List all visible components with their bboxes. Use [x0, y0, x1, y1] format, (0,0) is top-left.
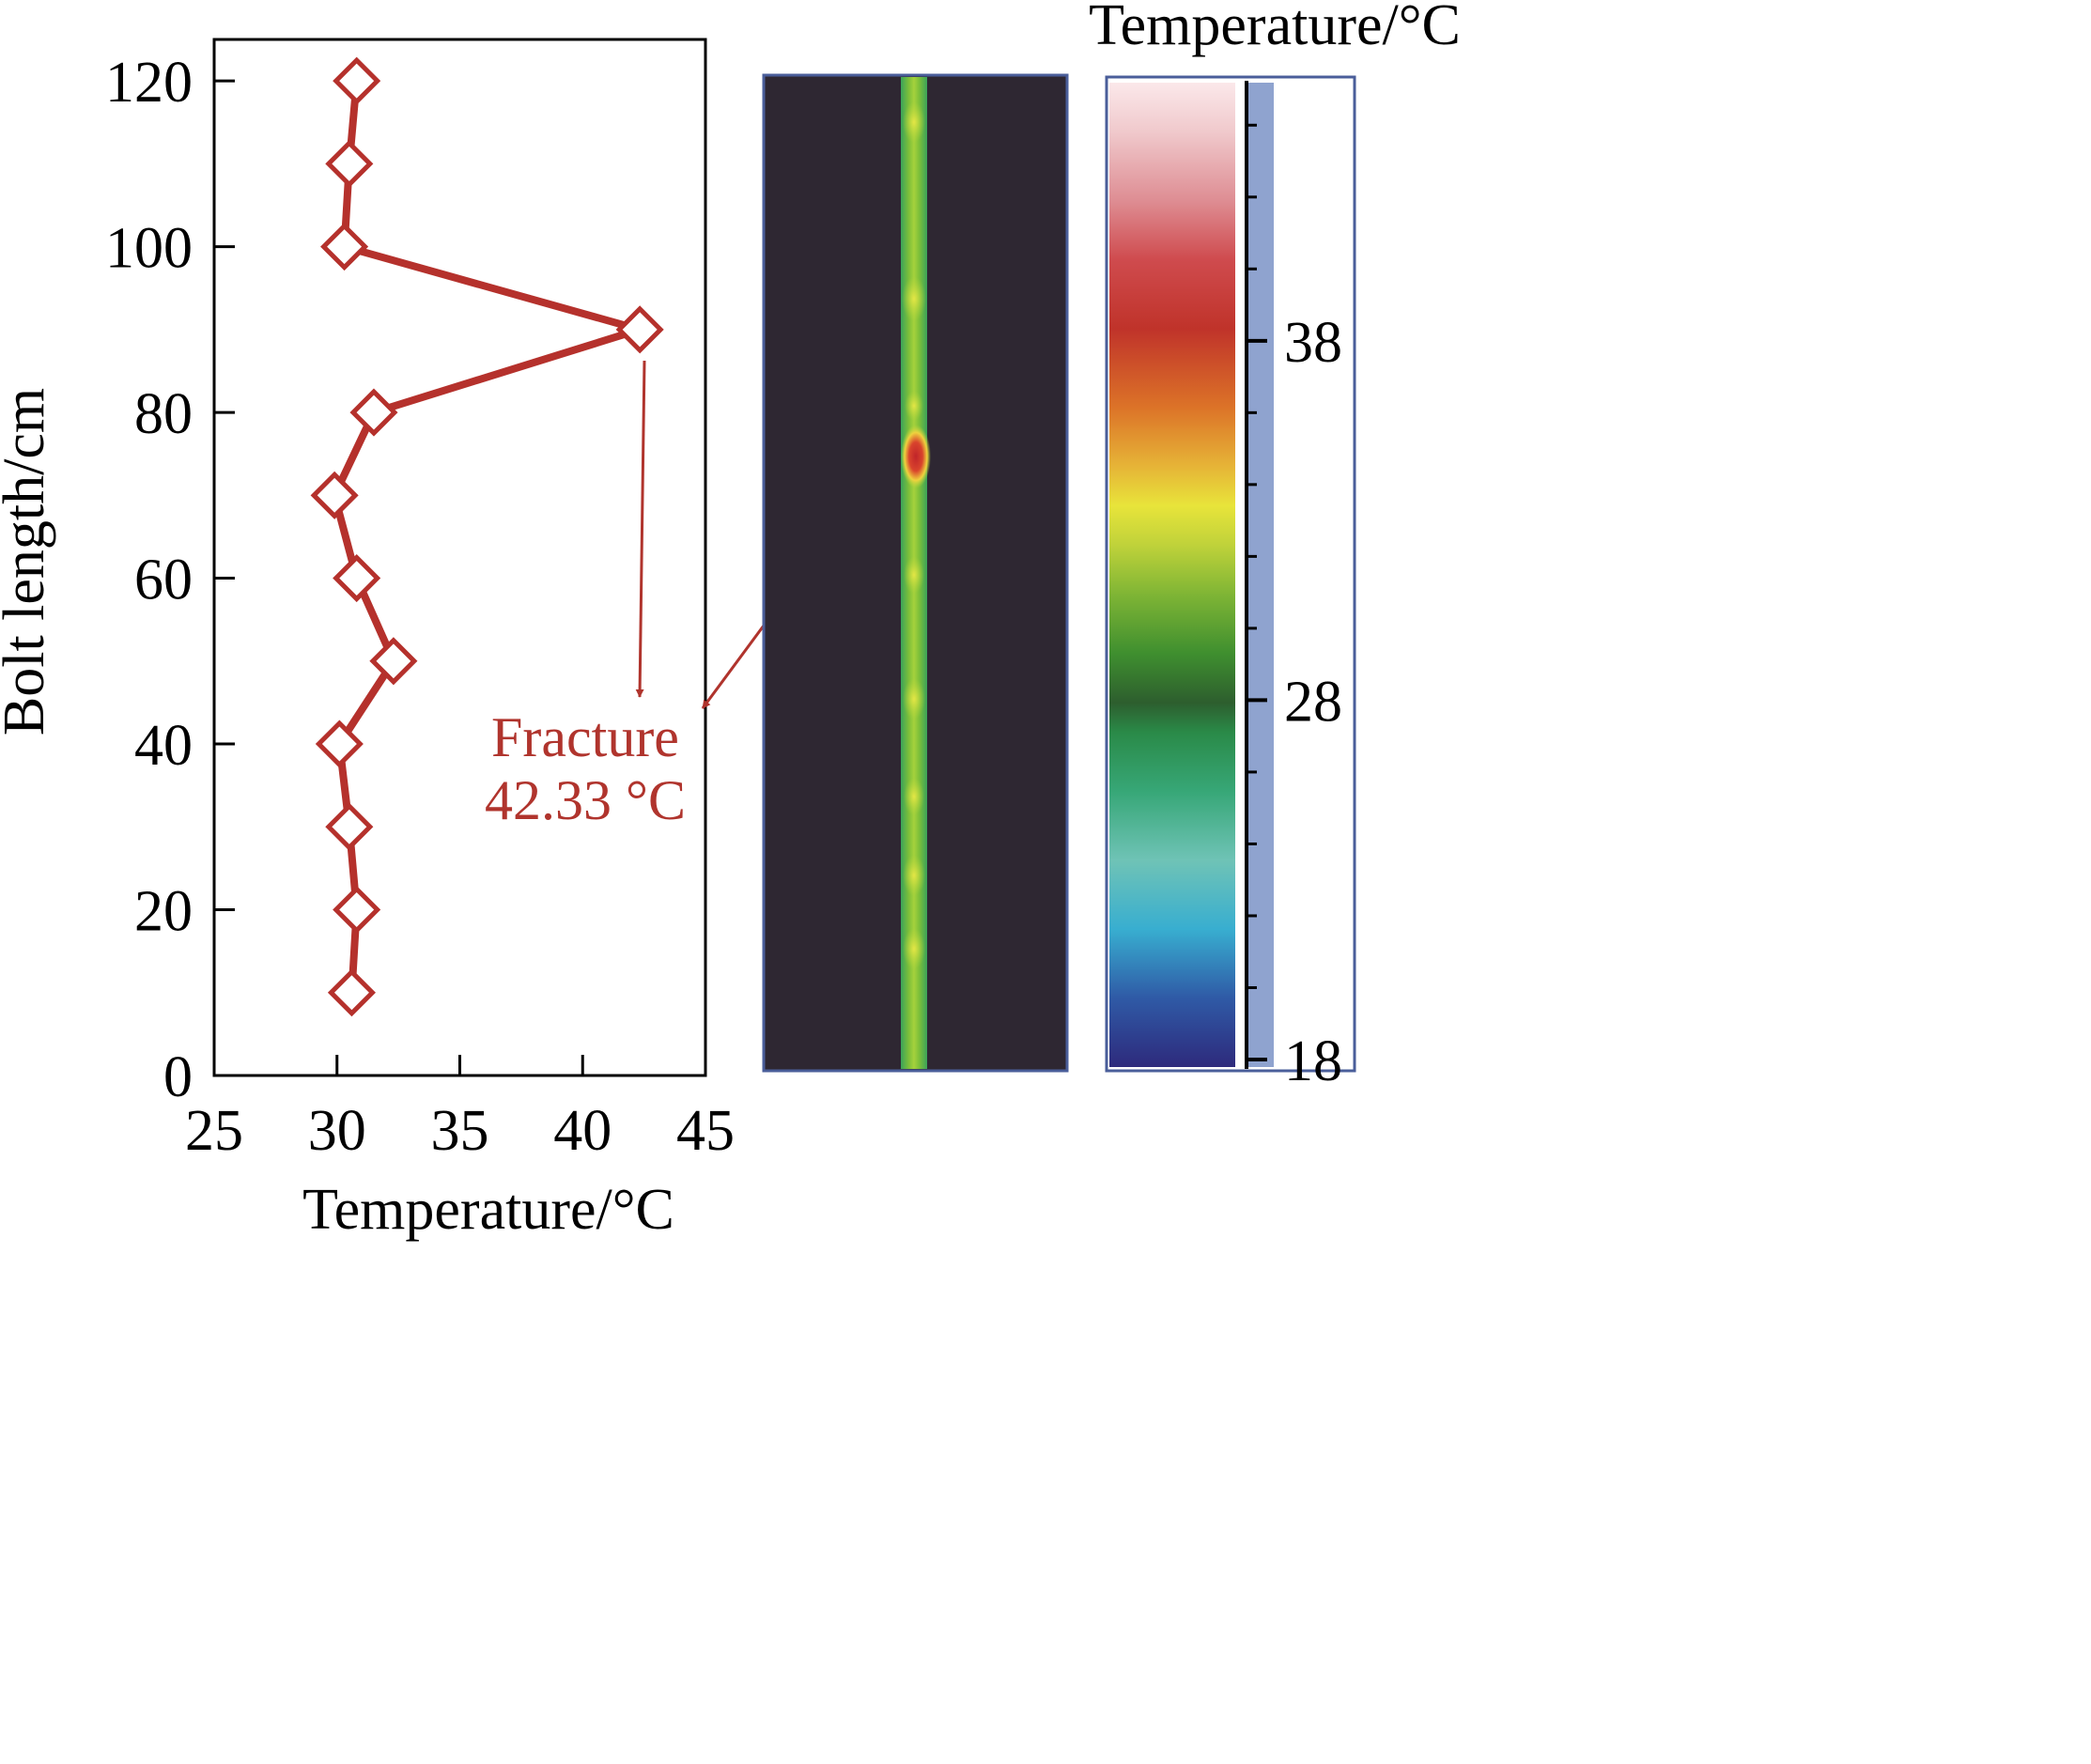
data-point-marker: [369, 637, 418, 686]
data-point-marker: [310, 471, 359, 519]
y-axis-label: Bolt length/cm: [0, 388, 56, 735]
y-tick-label: 40: [134, 714, 193, 778]
data-point-marker: [349, 388, 398, 437]
annotation-fracture-value: 42.33 °C: [485, 769, 686, 831]
data-point-marker: [325, 802, 374, 851]
warm-spot: [904, 556, 924, 594]
data-point-marker: [327, 968, 376, 1017]
thermal-image: [762, 73, 1069, 1073]
y-tick-label: 20: [134, 880, 193, 944]
x-tick-label: 45: [676, 1099, 735, 1163]
x-tick-label: 35: [431, 1099, 489, 1163]
y-tick-label: 60: [134, 549, 193, 612]
series-line: [331, 80, 644, 993]
colorbar-tick-label: 18: [1284, 1029, 1342, 1093]
plot-frame: [212, 38, 707, 1077]
y-tick-label: 120: [105, 51, 193, 115]
temperature-line-chart: 25 30 35 40 45 0 20 40 60 80 100 120 Temperature/°…: [0, 38, 885, 1242]
data-point-marker: [333, 554, 381, 603]
warm-spot: [903, 928, 925, 969]
y-tick-label: 80: [134, 382, 193, 446]
colorbar-ticks: 18 28 38: [1247, 123, 1342, 1093]
y-tick-label: 0: [163, 1045, 193, 1109]
series-markers: [310, 56, 664, 1017]
warm-spot: [903, 101, 925, 143]
colorbar: Temperature/°C 18 28 38: [1089, 0, 1461, 1093]
x-axis: 25 30 35 40 45: [185, 1055, 735, 1163]
colorbar-ramp: [1109, 83, 1235, 1067]
fracture-arrow-down: [635, 360, 646, 698]
x-tick-label: 25: [185, 1099, 243, 1163]
warm-spot: [905, 391, 923, 421]
colorbar-gap: [1235, 83, 1247, 1067]
data-point-marker: [333, 56, 381, 105]
fracture-hotspot: [901, 425, 931, 488]
x-tick-label: 40: [553, 1099, 612, 1163]
colorbar-tick-label: 38: [1284, 311, 1342, 375]
y-axis: 0 20 40 60 80 100 120: [105, 51, 235, 1109]
x-tick-label: 30: [308, 1099, 366, 1163]
data-point-marker: [615, 305, 664, 354]
colorbar-title: Temperature/°C: [1089, 0, 1461, 57]
colorbar-tick-label: 28: [1284, 670, 1342, 734]
warm-spot: [902, 276, 926, 321]
bolt-warm-spots: [902, 101, 926, 969]
data-point-marker: [320, 223, 369, 271]
warm-spot: [904, 778, 924, 815]
y-tick-label: 100: [105, 217, 193, 281]
annotation-fracture-label: Fracture: [491, 706, 679, 768]
data-point-marker: [333, 885, 381, 935]
colorbar-track: [1248, 83, 1274, 1067]
data-point-marker: [315, 720, 364, 768]
warm-spot: [903, 855, 925, 896]
x-axis-label: Temperature/°C: [302, 1178, 674, 1242]
data-point-marker: [325, 139, 374, 188]
warm-spot: [903, 678, 925, 720]
